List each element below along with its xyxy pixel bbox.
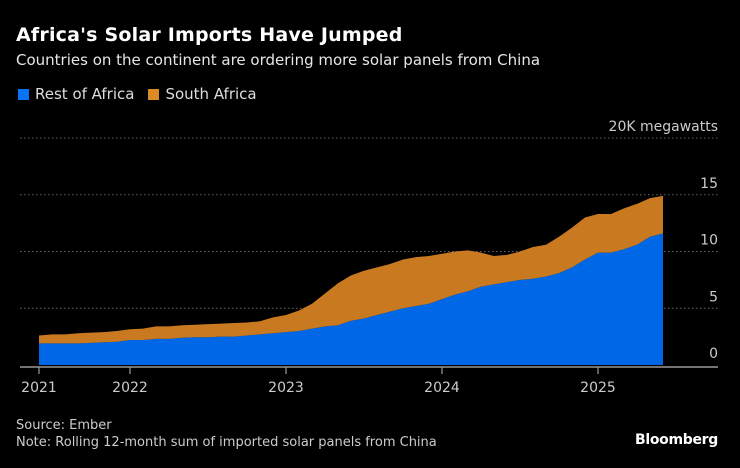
y-tick-label: 20K megawatts (609, 119, 718, 135)
x-tick-label: 2025 (580, 380, 616, 396)
y-tick-label: 0 (709, 346, 718, 362)
y-tick-label: 15 (700, 176, 718, 192)
x-tick-label: 2021 (21, 380, 57, 396)
legend: Rest of Africa South Africa (18, 85, 257, 103)
chart-title: Africa's Solar Imports Have Jumped (16, 24, 403, 46)
source-note: Source: Ember (16, 418, 112, 433)
bloomberg-logo: Bloomberg (634, 432, 718, 448)
legend-label: South Africa (165, 85, 257, 103)
y-tick-label: 10 (700, 233, 718, 249)
legend-swatch-south-africa (148, 88, 160, 100)
chart-subtitle: Countries on the continent are ordering … (16, 51, 541, 69)
legend-item-rest-of-africa: Rest of Africa (18, 85, 134, 103)
legend-item-south-africa: South Africa (148, 85, 257, 103)
y-tick-label: 5 (709, 289, 718, 305)
x-tick-label: 2022 (112, 380, 148, 396)
legend-swatch-rest-of-africa (18, 88, 29, 100)
area-rest-of-africa (39, 233, 663, 365)
area-south-africa (39, 195, 663, 344)
x-tick-label: 2023 (268, 380, 304, 396)
x-tick-label: 2024 (424, 380, 460, 396)
legend-label: Rest of Africa (35, 85, 135, 103)
footnote: Note: Rolling 12-month sum of imported s… (16, 435, 437, 450)
